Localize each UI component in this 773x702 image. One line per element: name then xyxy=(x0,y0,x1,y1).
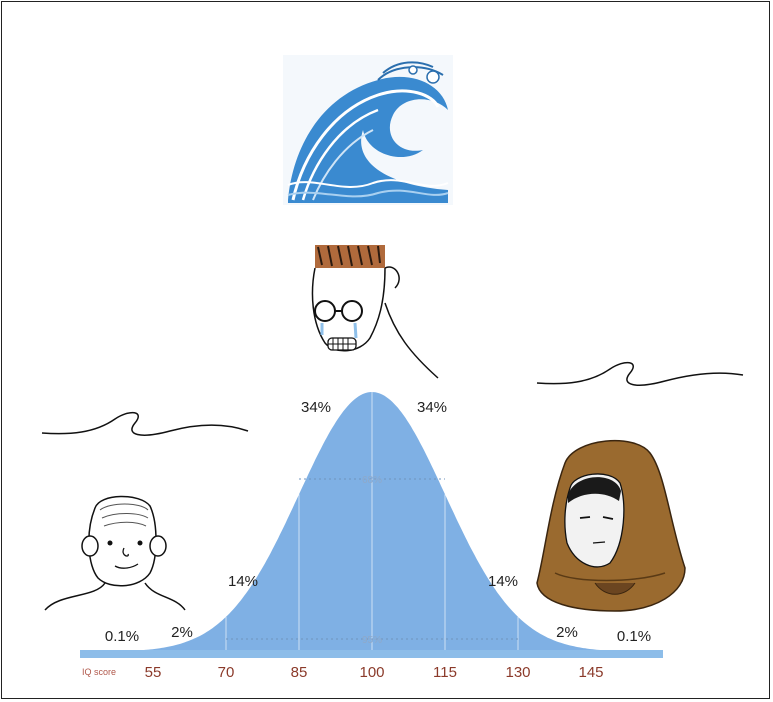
x-tick-label: 145 xyxy=(578,664,603,681)
axis-bar xyxy=(80,650,663,658)
x-tick-label: 85 xyxy=(291,664,308,681)
x-tick-label: 115 xyxy=(433,664,457,681)
tsunami-wave-image xyxy=(283,55,453,205)
x-tick-label: 55 xyxy=(145,664,162,681)
segment-percent-label: 14% xyxy=(228,573,258,590)
x-axis-label: IQ score xyxy=(82,667,116,677)
x-tick-label: 130 xyxy=(505,664,530,681)
segment-percent-label: 2% xyxy=(171,624,193,641)
bell-curve-area xyxy=(100,392,662,652)
right-squiggle-wave-icon xyxy=(536,361,744,386)
x-tick-label: 70 xyxy=(218,664,235,681)
simple-face-icon xyxy=(44,495,186,611)
crying-glasses-face-icon xyxy=(311,245,439,379)
segment-percent-label: 0.1% xyxy=(105,628,139,645)
segment-percent-label: 2% xyxy=(556,624,578,641)
segment-percent-label: 34% xyxy=(301,399,331,416)
segment-percent-label: 14% xyxy=(488,573,518,590)
hooded-face-icon xyxy=(536,440,686,612)
inner-label-68: 68% xyxy=(362,475,382,486)
bell-curve-fill xyxy=(100,392,662,652)
segment-percent-label: 34% xyxy=(417,399,447,416)
x-tick-label: 100 xyxy=(359,664,384,681)
inner-label-95: 95% xyxy=(362,635,382,646)
left-squiggle-wave-icon xyxy=(41,411,249,436)
sd-reference-lines xyxy=(225,392,519,652)
segment-percent-label: 0.1% xyxy=(617,628,651,645)
